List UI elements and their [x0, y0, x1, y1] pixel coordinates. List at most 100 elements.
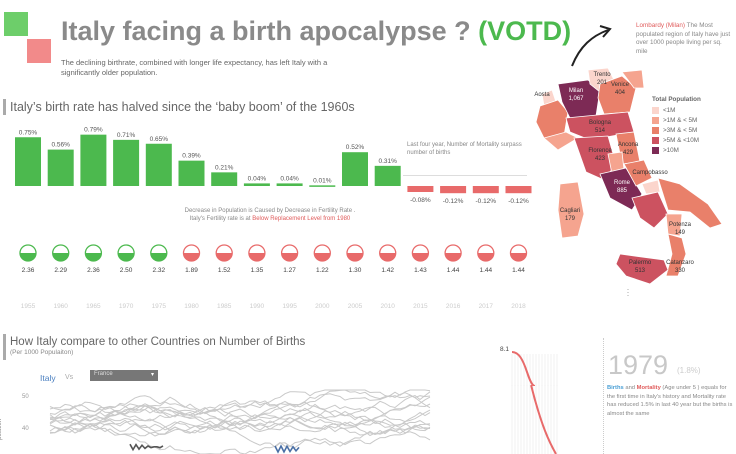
year-tick-label: 1970	[119, 303, 134, 310]
year-tick-label: 1960	[53, 303, 68, 310]
arrow-head-icon	[599, 25, 612, 38]
bar-data-label: 0.56%	[51, 142, 70, 149]
country-line	[49, 396, 431, 433]
selected-country-label: Italy	[40, 373, 56, 383]
fertility-circle-fill	[118, 253, 135, 261]
fertility-rate-label: 1.52	[218, 267, 231, 274]
fertility-rate-label: 1.35	[251, 267, 264, 274]
y-tick-label: 50	[22, 394, 29, 400]
fertility-circle-fill	[445, 253, 462, 261]
legend-item: <1M	[652, 105, 701, 115]
year-tick-label: 2005	[348, 303, 363, 310]
bar	[113, 139, 140, 186]
legend-label: >3M & < 5M	[663, 126, 698, 134]
map-note: Lombardy (Milan) The Most populated regi…	[636, 22, 731, 56]
fertility-circle-fill	[314, 253, 331, 261]
map-label: 330	[675, 268, 686, 274]
country-line	[49, 409, 431, 432]
fertility-rate-label: 1.30	[349, 267, 362, 274]
green-square	[4, 12, 28, 36]
bar	[309, 185, 336, 187]
bar	[15, 137, 41, 186]
fertility-circle-fill	[52, 253, 69, 261]
italy-line	[129, 443, 164, 452]
bar-data-label: -0.12%	[508, 198, 529, 205]
fertility-rate-label: 1.89	[185, 267, 198, 274]
country-line	[49, 400, 431, 437]
year-tick-label: 1965	[86, 303, 101, 310]
legend-swatch	[652, 106, 659, 114]
map-label: 1,067	[568, 96, 584, 102]
map-label: 885	[617, 188, 628, 194]
section2-title: How Italy compare to other Countries on …	[10, 336, 306, 348]
fertility-circle-fill	[477, 253, 494, 261]
map-label: 514	[595, 128, 606, 134]
bar-data-label: 0.71%	[117, 132, 136, 139]
fertility-circle-fill	[20, 253, 36, 261]
year-tick-label: 1985	[217, 303, 232, 310]
comparison-country-line	[274, 444, 300, 454]
map-label: Campobasso	[632, 170, 668, 176]
highlight-year: 1979	[608, 350, 669, 380]
country-line	[49, 389, 431, 434]
map-label: Aosta	[534, 92, 550, 98]
map-label: 404	[615, 90, 626, 96]
bar	[80, 134, 107, 186]
year-desc-births: Births	[607, 385, 624, 391]
year-tick-label: 1995	[282, 303, 297, 310]
bar-data-label: -0.12%	[443, 198, 464, 205]
country-dropdown-value: France	[94, 371, 113, 377]
fertility-circle-fill	[379, 253, 396, 261]
map-region-piedmont	[535, 99, 569, 139]
arrow-icon	[571, 29, 609, 67]
legend-swatch	[652, 146, 659, 154]
fertility-rate-label: 1.44	[512, 267, 525, 274]
fertility-circle-fill	[216, 253, 233, 261]
fertility-circle-fill	[85, 253, 102, 261]
bar-data-label: 0.52%	[346, 144, 365, 151]
map-label: Milan	[569, 88, 583, 94]
section1-marker	[3, 99, 6, 115]
births-comparison-chart: 50 40	[22, 385, 558, 454]
fertility-rate-label: 1.44	[479, 267, 492, 274]
bar-data-label: -0.08%	[410, 197, 431, 204]
section2-marker	[3, 334, 6, 360]
section1-title: Italy’s birth rate has halved since the …	[10, 100, 355, 114]
page-title: Italy facing a birth apocalypse ? (VOTD)	[61, 16, 571, 47]
y-tick-label: 40	[22, 426, 29, 432]
fertility-rate-label: 2.36	[22, 267, 35, 274]
bar-data-label: 0.21%	[215, 164, 234, 171]
italy-map: Milan 1,067 Trento 201 Venice 404 Aosta Bologna…	[534, 25, 723, 296]
chevron-down-icon: ▾	[150, 372, 154, 378]
fertility-circle-fill	[510, 253, 527, 261]
map-label: Rome	[614, 180, 631, 186]
year-tick-label: 1975	[152, 303, 167, 310]
fertility-note-prefix: Italy's Fertility rate is at	[189, 216, 253, 222]
red-square	[27, 39, 51, 63]
fertility-circle-fill	[183, 253, 200, 261]
bar-data-label: 0.04%	[280, 175, 299, 182]
bar-data-label: 0.01%	[313, 177, 332, 184]
bar-data-label: 0.39%	[182, 153, 201, 160]
page-subtitle: The declining birthrate, combined with l…	[61, 58, 328, 77]
map-label: Catanzaro	[666, 260, 694, 266]
map-label: Cagliari	[560, 208, 580, 214]
map-note-text: The Most populated region of Italy have …	[636, 22, 731, 55]
fertility-note-line2: Italy's Fertility rate is at Below Repla…	[160, 215, 380, 223]
fertility-rate-label: 1.43	[414, 267, 427, 274]
map-label: Bologna	[589, 120, 612, 126]
legend-swatch	[652, 126, 659, 134]
bar	[374, 165, 401, 186]
map-region-sardinia	[557, 181, 585, 239]
map-region-sicily	[615, 253, 669, 285]
year-panel-divider	[603, 338, 604, 454]
country-dropdown[interactable]: France ▾	[90, 370, 158, 381]
fertility-circle-fill	[248, 253, 265, 261]
mortality-divider	[403, 175, 527, 176]
map-label: 149	[675, 230, 686, 236]
fertility-rate-label: 2.36	[87, 267, 100, 274]
fertility-note: Decrease in Population is Caused by Decr…	[160, 207, 380, 223]
legend-label: >1M & < 5M	[663, 116, 698, 124]
map-region-friuli	[621, 69, 645, 89]
map-label: 513	[635, 268, 646, 274]
